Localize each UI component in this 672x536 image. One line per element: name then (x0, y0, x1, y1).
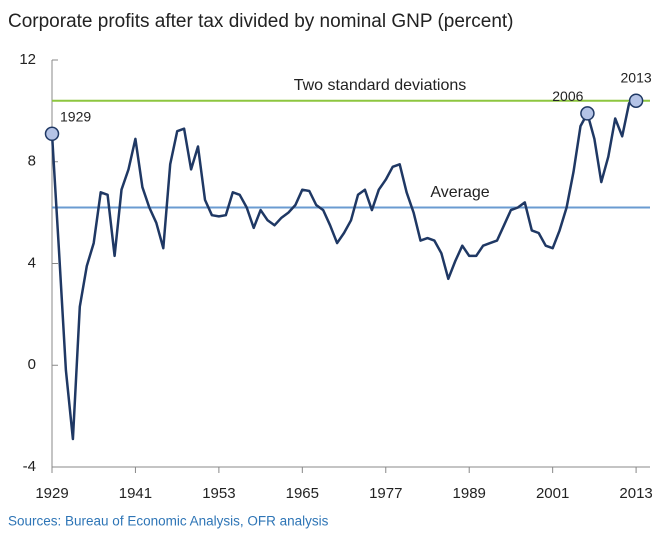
highlight-point (628, 93, 644, 108)
reference-label: Two standard deviations (294, 77, 467, 94)
data-line (50, 99, 637, 441)
y-tick-label: 12 (19, 51, 36, 68)
source-note: Sources: Bureau of Economic Analysis, OF… (8, 514, 329, 529)
highlight-label: 2013 (621, 69, 652, 85)
x-tick-label: 2001 (536, 485, 569, 502)
highlight-point (580, 106, 595, 121)
chart-title: Corporate profits after tax divided by n… (8, 11, 514, 32)
highlight-label: 2006 (552, 88, 583, 104)
y-tick-label: 8 (28, 153, 36, 170)
y-tick-label: 4 (28, 254, 36, 271)
x-tick-label: 1941 (119, 485, 152, 502)
y-tick-label: 0 (28, 356, 36, 373)
x-tick-label: 1977 (369, 485, 402, 502)
x-tick-label: 1929 (35, 485, 68, 502)
highlight-point (44, 126, 60, 142)
x-tick-label: 1953 (202, 485, 235, 502)
x-tick-label: 1965 (286, 485, 319, 502)
highlight-label: 1929 (60, 108, 91, 124)
reference-label: Average (430, 184, 489, 201)
x-tick-label: 1989 (453, 485, 486, 502)
y-tick-label: -4 (23, 458, 36, 475)
x-tick-label: 2013 (619, 485, 652, 502)
